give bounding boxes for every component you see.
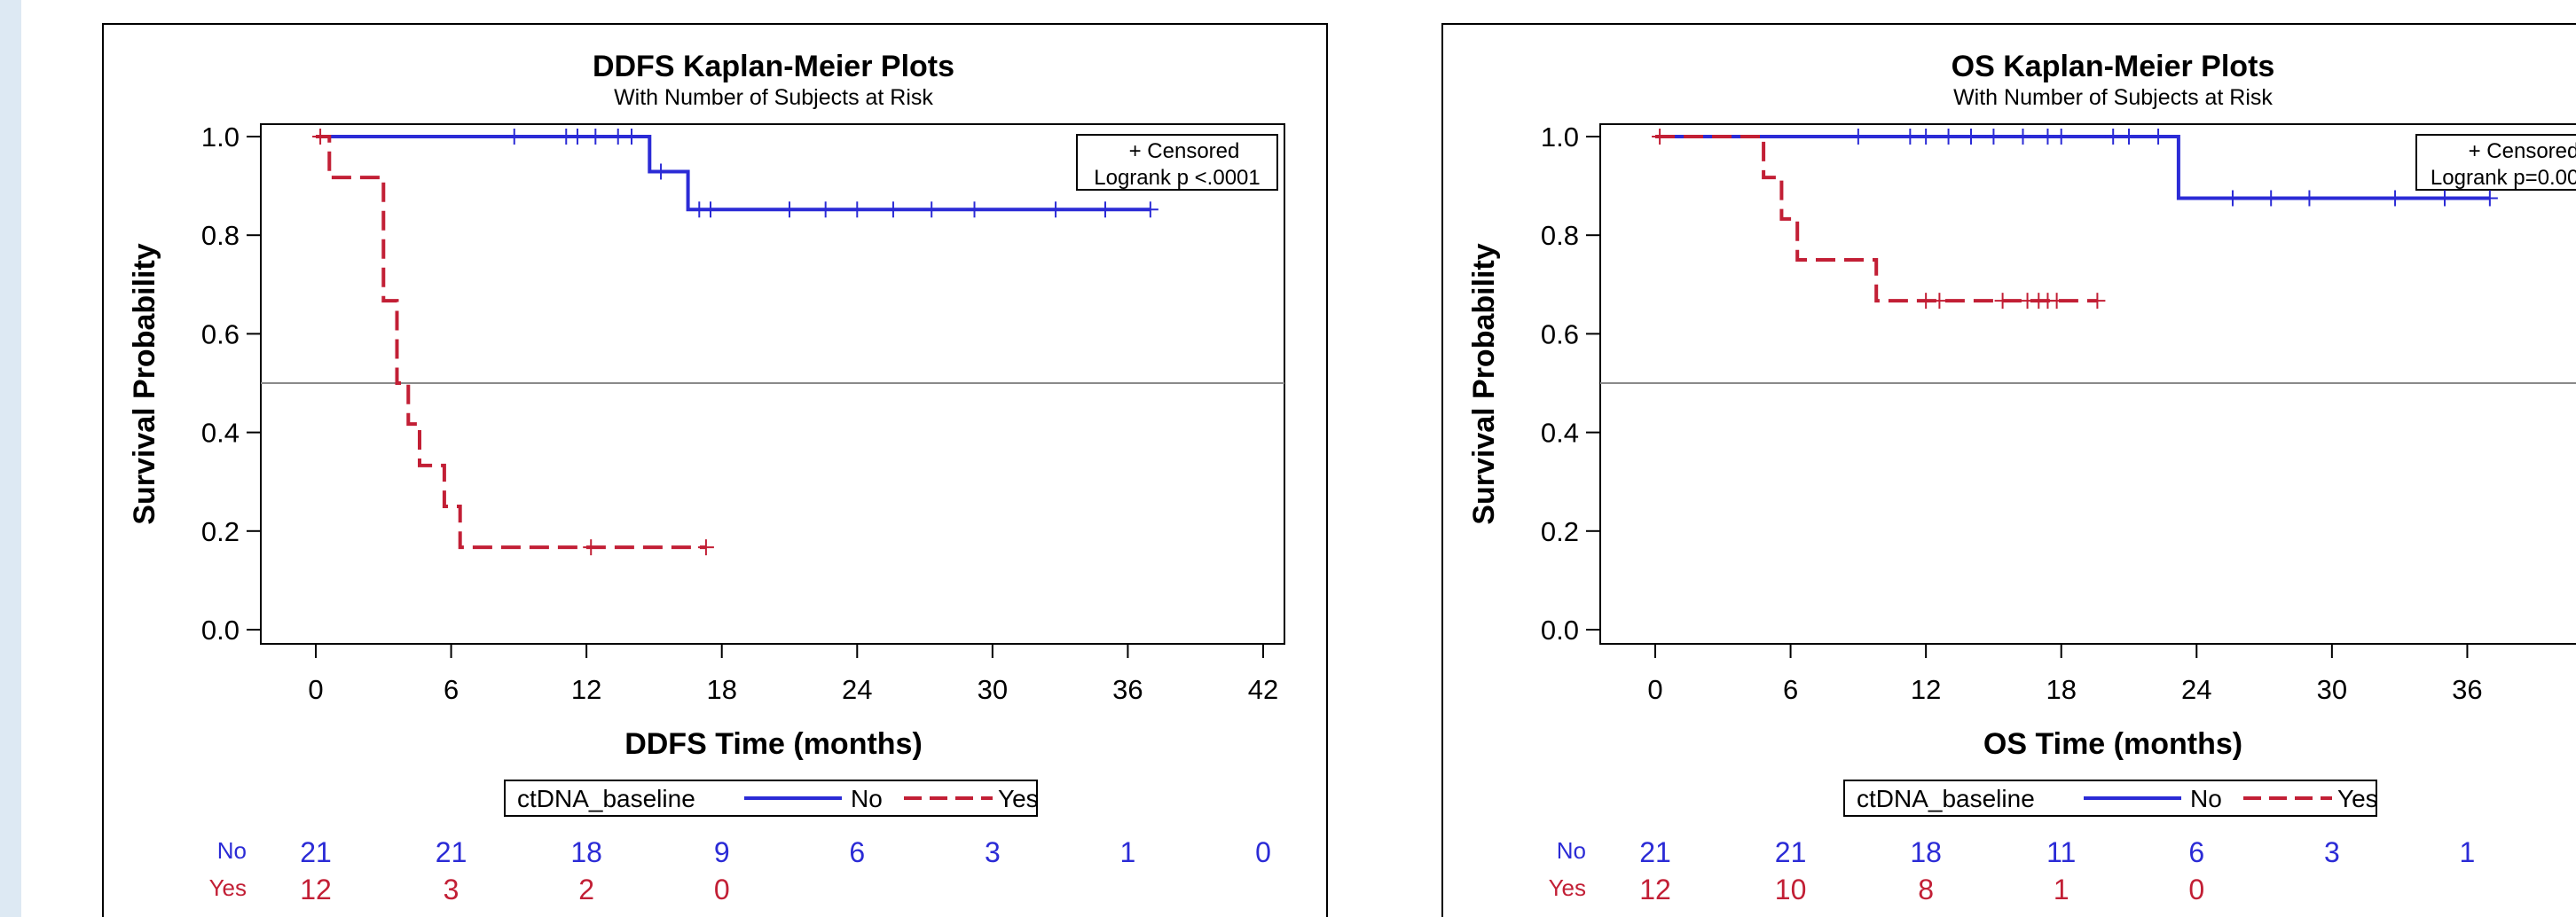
risk-count-yes: 1 bbox=[2054, 874, 2069, 905]
chart-subtitle: With Number of Subjects at Risk bbox=[1953, 85, 2273, 110]
outer-frame bbox=[102, 23, 1328, 917]
risk-count-yes: 0 bbox=[714, 874, 730, 905]
legend-label-no: No bbox=[2190, 785, 2222, 812]
legend-label-no: No bbox=[851, 785, 883, 812]
risk-count-no: 3 bbox=[2324, 836, 2340, 868]
ddfs-km-panel: DDFS Kaplan-Meier Plots With Number of Su… bbox=[21, 0, 1339, 917]
km-curve-yes bbox=[316, 135, 706, 550]
y-tick-label: 1.0 bbox=[201, 121, 240, 153]
x-tick-label: 18 bbox=[706, 674, 736, 705]
legend-box bbox=[1843, 780, 2377, 817]
y-tick-label: 0.8 bbox=[201, 220, 240, 251]
legend-label-yes: Yes bbox=[2337, 785, 2378, 812]
y-tick-label: 0.4 bbox=[201, 418, 240, 449]
risk-count-yes: 0 bbox=[2188, 874, 2204, 905]
legend-title: ctDNA_baseline bbox=[517, 785, 695, 812]
outer-frame bbox=[1441, 23, 2576, 917]
y-axis-label: Survival Probability bbox=[1467, 243, 1501, 525]
risk-count-no: 21 bbox=[1775, 836, 1807, 868]
risk-count-yes: 12 bbox=[1639, 874, 1671, 905]
annotation-logrank: Logrank p <.0001 bbox=[1094, 166, 1261, 190]
legend-label-yes: Yes bbox=[998, 785, 1039, 812]
x-tick-label: 36 bbox=[1112, 674, 1143, 705]
risk-count-no: 1 bbox=[1120, 836, 1136, 868]
x-tick-label: 0 bbox=[1647, 674, 1662, 705]
risk-row-label-yes: Yes bbox=[209, 874, 247, 901]
annotation-censored: + Censored bbox=[1129, 139, 1240, 163]
annotation-box bbox=[2415, 134, 2576, 191]
x-tick-label: 42 bbox=[1248, 674, 1278, 705]
y-tick-label: 0.2 bbox=[1541, 516, 1579, 547]
x-axis-label: DDFS Time (months) bbox=[624, 727, 923, 761]
y-tick-label: 0.0 bbox=[1541, 615, 1579, 646]
km-curve-no bbox=[316, 135, 1151, 212]
y-tick-label: 0.6 bbox=[1541, 318, 1579, 349]
risk-count-no: 18 bbox=[570, 836, 602, 868]
risk-count-no: 18 bbox=[1910, 836, 1942, 868]
risk-count-yes: 3 bbox=[444, 874, 459, 905]
risk-count-no: 21 bbox=[300, 836, 332, 868]
risk-row-label-no: No bbox=[217, 837, 247, 864]
chart-title: OS Kaplan-Meier Plots bbox=[1952, 50, 2275, 83]
risk-count-no: 3 bbox=[985, 836, 1001, 868]
x-tick-label: 30 bbox=[978, 674, 1008, 705]
x-tick-label: 30 bbox=[2317, 674, 2347, 705]
risk-row-label-yes: Yes bbox=[1549, 874, 1586, 901]
legend-title: ctDNA_baseline bbox=[1857, 785, 2035, 812]
x-tick-label: 6 bbox=[1783, 674, 1798, 705]
left-background-strip bbox=[0, 0, 21, 917]
x-tick-label: 24 bbox=[842, 674, 872, 705]
risk-count-yes: 12 bbox=[300, 874, 332, 905]
os-km-panel: OS Kaplan-Meier Plots With Number of Subj… bbox=[1361, 0, 2576, 917]
risk-count-yes: 10 bbox=[1775, 874, 1807, 905]
x-tick-label: 36 bbox=[2452, 674, 2482, 705]
chart-title: DDFS Kaplan-Meier Plots bbox=[593, 50, 954, 83]
y-tick-label: 0.6 bbox=[201, 318, 240, 349]
x-tick-label: 24 bbox=[2181, 674, 2211, 705]
risk-count-no: 21 bbox=[1639, 836, 1671, 868]
annotation-logrank: Logrank p=0.0048 bbox=[2431, 166, 2576, 190]
risk-count-no: 6 bbox=[2188, 836, 2204, 868]
annotation-censored: + Censored bbox=[2469, 139, 2576, 163]
risk-count-yes: 8 bbox=[1918, 874, 1934, 905]
annotation-box bbox=[1076, 134, 1278, 191]
risk-count-no: 1 bbox=[2460, 836, 2476, 868]
y-tick-label: 0.4 bbox=[1541, 418, 1579, 449]
y-tick-label: 1.0 bbox=[1541, 121, 1579, 153]
risk-count-no: 0 bbox=[1255, 836, 1271, 868]
x-tick-label: 18 bbox=[2046, 674, 2076, 705]
chart-subtitle: With Number of Subjects at Risk bbox=[614, 85, 933, 110]
risk-count-no: 9 bbox=[714, 836, 730, 868]
x-tick-label: 0 bbox=[308, 674, 323, 705]
risk-count-no: 21 bbox=[436, 836, 467, 868]
risk-count-yes: 2 bbox=[578, 874, 594, 905]
x-tick-label: 12 bbox=[1911, 674, 1941, 705]
x-tick-label: 6 bbox=[444, 674, 459, 705]
y-tick-label: 0.2 bbox=[201, 516, 240, 547]
risk-count-no: 11 bbox=[2046, 836, 2076, 868]
y-tick-label: 0.0 bbox=[201, 615, 240, 646]
x-axis-label: OS Time (months) bbox=[1983, 727, 2242, 761]
x-tick-label: 12 bbox=[571, 674, 601, 705]
risk-count-no: 6 bbox=[849, 836, 865, 868]
risk-row-label-no: No bbox=[1557, 837, 1586, 864]
y-axis-label: Survival Probability bbox=[128, 243, 161, 525]
km-curve-yes bbox=[1655, 135, 2098, 303]
y-tick-label: 0.8 bbox=[1541, 220, 1579, 251]
